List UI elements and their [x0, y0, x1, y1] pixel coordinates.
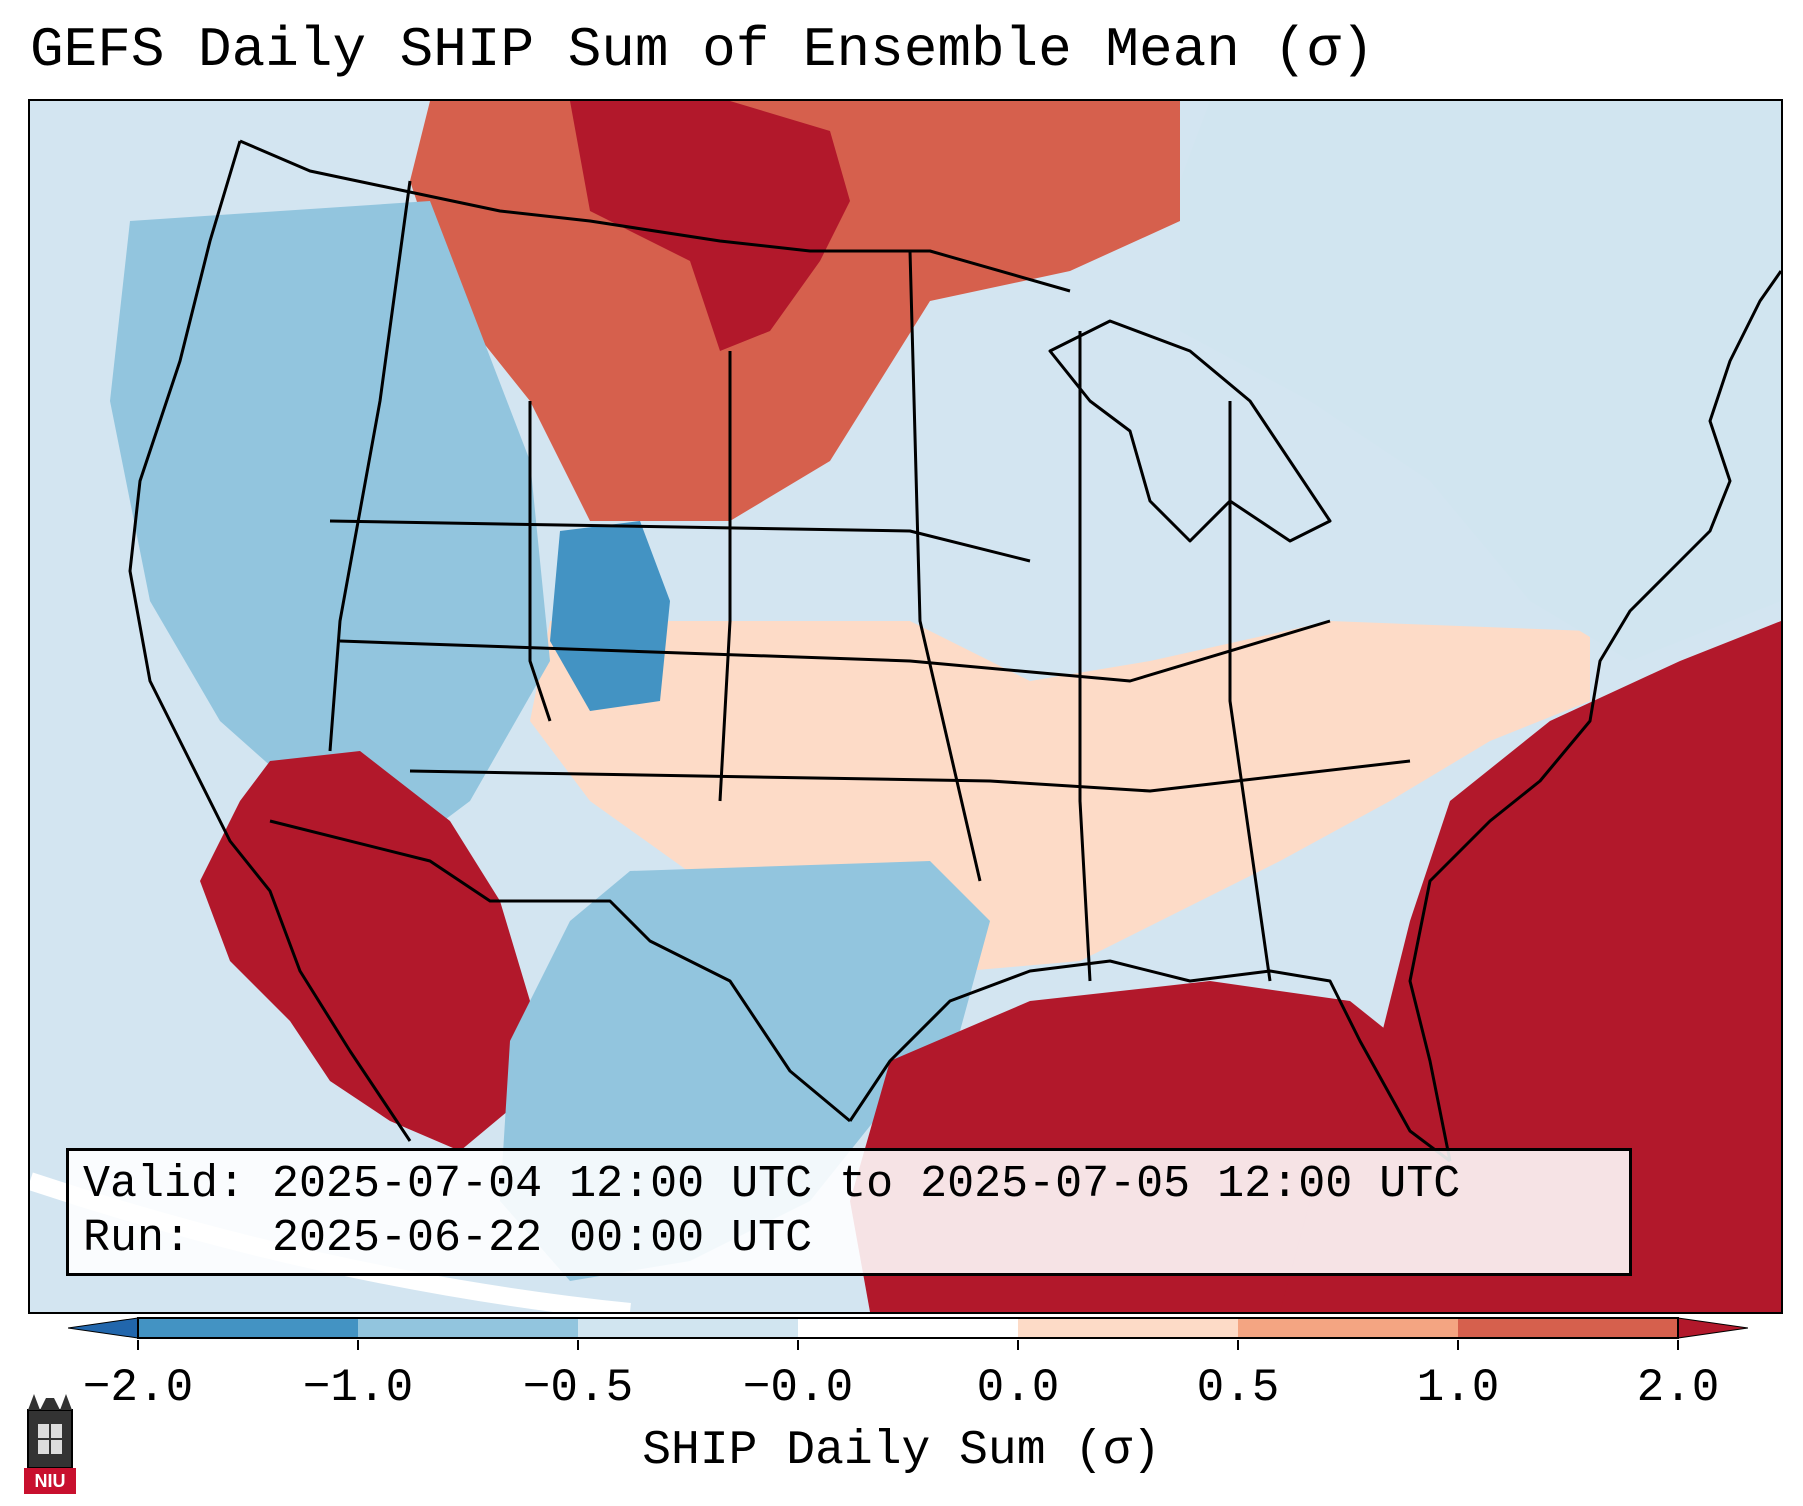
- colorbar-segment: [798, 1318, 1018, 1338]
- colorbar-tick: [1237, 1340, 1239, 1350]
- niu-logo: NIU: [24, 1394, 76, 1494]
- west-coast-outline: [128, 140, 412, 1142]
- colorbar-tick-label: 0.0: [976, 1362, 1060, 1414]
- colorbar-tick-label: 2.0: [1636, 1362, 1720, 1414]
- region-southwest-maximum: [200, 751, 530, 1151]
- gulf-coast-outline: [848, 959, 1451, 1163]
- colorbar-segment: [138, 1318, 358, 1338]
- region-great-basin-low: [110, 201, 550, 861]
- colorbar-tick: [1457, 1340, 1459, 1350]
- anomaly-field: [110, 101, 1781, 1312]
- colorbar-tick: [1017, 1340, 1019, 1350]
- region-northeast-neutral: [1180, 101, 1781, 661]
- colorbar-extend-low: [68, 1317, 139, 1339]
- map-panel: [28, 99, 1783, 1314]
- colorbar-segment: [1238, 1318, 1458, 1338]
- state-line-8: [1078, 331, 1092, 982]
- colorbar-tick: [797, 1340, 799, 1350]
- state-line-3: [718, 351, 732, 802]
- colorbar-tick: [357, 1340, 359, 1350]
- colorbar-segment: [1458, 1318, 1678, 1338]
- colorbar-label: SHIP Daily Sum (σ): [642, 1424, 1161, 1478]
- east-coast-outline: [1408, 270, 1781, 1162]
- colorbar-tick: [1677, 1340, 1679, 1350]
- colorbar-segment: [578, 1318, 798, 1338]
- colorbar-segment: [358, 1318, 578, 1338]
- southern-border: [269, 819, 851, 1123]
- colorbar-segment: [1018, 1318, 1238, 1338]
- run-time-text: Run: 2025-06-22 00:00 UTC: [83, 1213, 813, 1264]
- state-line-1: [328, 180, 412, 752]
- colorbar-tick-label: −1.0: [302, 1362, 414, 1414]
- state-line-7: [409, 759, 1411, 793]
- boundaries: [128, 139, 1781, 1163]
- colorbar-ticks: −2.0 −1.0 −0.5 −0.0 0.0 0.5 1.0 2.0: [0, 1340, 1803, 1414]
- colorbar-tick-label: −0.0: [742, 1362, 854, 1414]
- great-lakes-outline: [1048, 319, 1332, 543]
- colorbar: [68, 1317, 1748, 1339]
- colorbar-tick-label: 1.0: [1416, 1362, 1500, 1414]
- colorbar-tick-label: 0.5: [1196, 1362, 1280, 1414]
- state-line-4: [908, 250, 982, 882]
- state-line-2: [528, 401, 552, 722]
- map-canvas: [30, 101, 1781, 1312]
- state-line-5: [329, 519, 1031, 563]
- colorbar-tick: [577, 1340, 579, 1350]
- region-colorado-minimum: [550, 521, 670, 711]
- colorbar-tick: [137, 1340, 139, 1350]
- logo-text: NIU: [35, 1471, 66, 1491]
- colorbar-extend-high: [1677, 1317, 1748, 1339]
- colorbar-tick-label: −0.5: [522, 1362, 634, 1414]
- chart-title: GEFS Daily SHIP Sum of Ensemble Mean (σ): [30, 18, 1375, 82]
- colorbar-tick-label: −2.0: [82, 1362, 194, 1414]
- region-atlantic-maximum: [1280, 621, 1781, 1312]
- valid-time-text: Valid: 2025-07-04 12:00 UTC to 2025-07-0…: [83, 1159, 1461, 1210]
- colorbar-outline: [137, 1317, 1679, 1339]
- info-box: Valid: 2025-07-04 12:00 UTC to 2025-07-0…: [66, 1148, 1632, 1276]
- region-northern-plains-maximum: [570, 101, 850, 351]
